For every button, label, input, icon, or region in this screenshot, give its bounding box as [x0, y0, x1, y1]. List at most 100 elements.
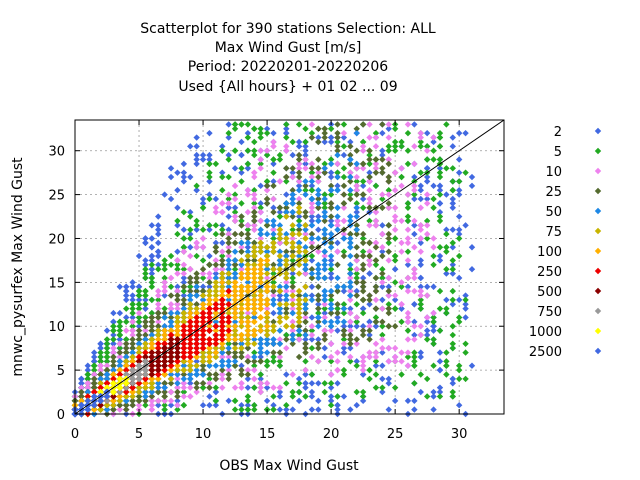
- scatter-point: [91, 349, 98, 356]
- scatter-point: [155, 292, 162, 299]
- scatter-point: [385, 178, 392, 185]
- scatter-point: [315, 226, 322, 233]
- scatter-point: [180, 296, 188, 304]
- scatter-point: [91, 362, 98, 369]
- scatter-point: [449, 257, 456, 264]
- scatter-point: [148, 331, 156, 339]
- scatter-point: [334, 402, 341, 409]
- scatter-point: [283, 336, 290, 343]
- scatter-point: [283, 344, 290, 352]
- scatter-point: [129, 344, 136, 352]
- scatter-point: [103, 358, 111, 365]
- scatter-point: [417, 287, 424, 295]
- scatter-point: [340, 151, 348, 159]
- scatter-point: [257, 235, 264, 242]
- scatter-point: [283, 283, 290, 290]
- scatter-point: [135, 314, 143, 321]
- scatter-point: [379, 336, 386, 343]
- scatter-point: [430, 235, 437, 242]
- scatter-point: [161, 309, 168, 317]
- scatter-point: [212, 402, 220, 409]
- scatter-point: [334, 138, 341, 146]
- scatter-point: [212, 344, 220, 352]
- scatter-point: [238, 222, 245, 229]
- scatter-point: [263, 217, 271, 225]
- scatter-point: [347, 358, 354, 365]
- scatter-point: [315, 213, 322, 220]
- scatter-point: [187, 371, 194, 378]
- scatter-point: [347, 318, 354, 326]
- scatter-point: [359, 204, 367, 211]
- scatter-point: [155, 375, 162, 383]
- scatter-point: [289, 406, 296, 413]
- scatter-point: [391, 265, 399, 273]
- scatter-point: [142, 327, 149, 334]
- scatter-point: [359, 309, 367, 317]
- scatter-point: [308, 252, 316, 260]
- scatter-point: [391, 384, 399, 391]
- scatter-point: [251, 244, 258, 251]
- scatter-point: [321, 248, 328, 255]
- scatter-point: [327, 191, 335, 198]
- scatter-point: [187, 226, 194, 233]
- scatter-point: [155, 327, 162, 334]
- scatter-point: [334, 358, 341, 365]
- scatter-point: [142, 287, 149, 295]
- scatter-point: [129, 301, 136, 308]
- scatter-point: [289, 318, 296, 326]
- scatter-point: [334, 380, 341, 387]
- scatter-point: [116, 309, 124, 317]
- scatter-point: [238, 261, 245, 269]
- scatter-point: [423, 292, 431, 299]
- scatter-point: [193, 160, 200, 168]
- scatter-point: [359, 235, 367, 242]
- scatter-point: [263, 296, 271, 304]
- scatter-point: [308, 323, 316, 330]
- scatter-point: [187, 173, 194, 181]
- scatter-point: [353, 270, 360, 277]
- scatter-point: [257, 200, 264, 207]
- scatter-point: [206, 226, 213, 233]
- scatter-point: [404, 200, 412, 207]
- scatter-point: [123, 283, 130, 290]
- scatter-point: [161, 257, 168, 264]
- scatter-point: [315, 191, 322, 198]
- scatter-point: [199, 296, 207, 304]
- scatter-point: [270, 406, 277, 413]
- scatter-point: [295, 187, 303, 194]
- scatter-point: [78, 397, 85, 405]
- scatter-point: [379, 270, 386, 277]
- scatter-point: [321, 134, 328, 141]
- scatter-point: [212, 318, 220, 326]
- scatter-point: [219, 366, 226, 374]
- scatter-point: [347, 265, 354, 273]
- scatter-point: [359, 353, 367, 361]
- scatter-point: [97, 353, 104, 361]
- scatter-point: [187, 301, 194, 308]
- scatter-point: [379, 195, 386, 203]
- scatter-point: [91, 353, 98, 361]
- scatter-point: [327, 138, 335, 146]
- scatter-point: [340, 204, 348, 211]
- scatter-point: [257, 230, 264, 238]
- scatter-point: [340, 182, 348, 190]
- scatter-point: [347, 305, 354, 312]
- scatter-point: [142, 340, 149, 347]
- scatter-point: [295, 331, 303, 339]
- scatter-point: [327, 213, 335, 220]
- scatter-point: [238, 248, 245, 255]
- scatter-point: [308, 208, 316, 216]
- scatter-point: [455, 235, 463, 242]
- scatter-point: [231, 362, 239, 369]
- scatter-point: [443, 191, 450, 198]
- scatter-point: [372, 349, 380, 356]
- scatter-point: [283, 147, 290, 154]
- scatter-point: [372, 340, 380, 347]
- scatter-point: [180, 384, 188, 391]
- scatter-point: [270, 182, 277, 190]
- scatter-point: [225, 265, 232, 273]
- scatter-point: [372, 239, 380, 247]
- scatter-point: [161, 380, 168, 387]
- scatter-point: [340, 318, 348, 326]
- scatter-point: [167, 397, 175, 405]
